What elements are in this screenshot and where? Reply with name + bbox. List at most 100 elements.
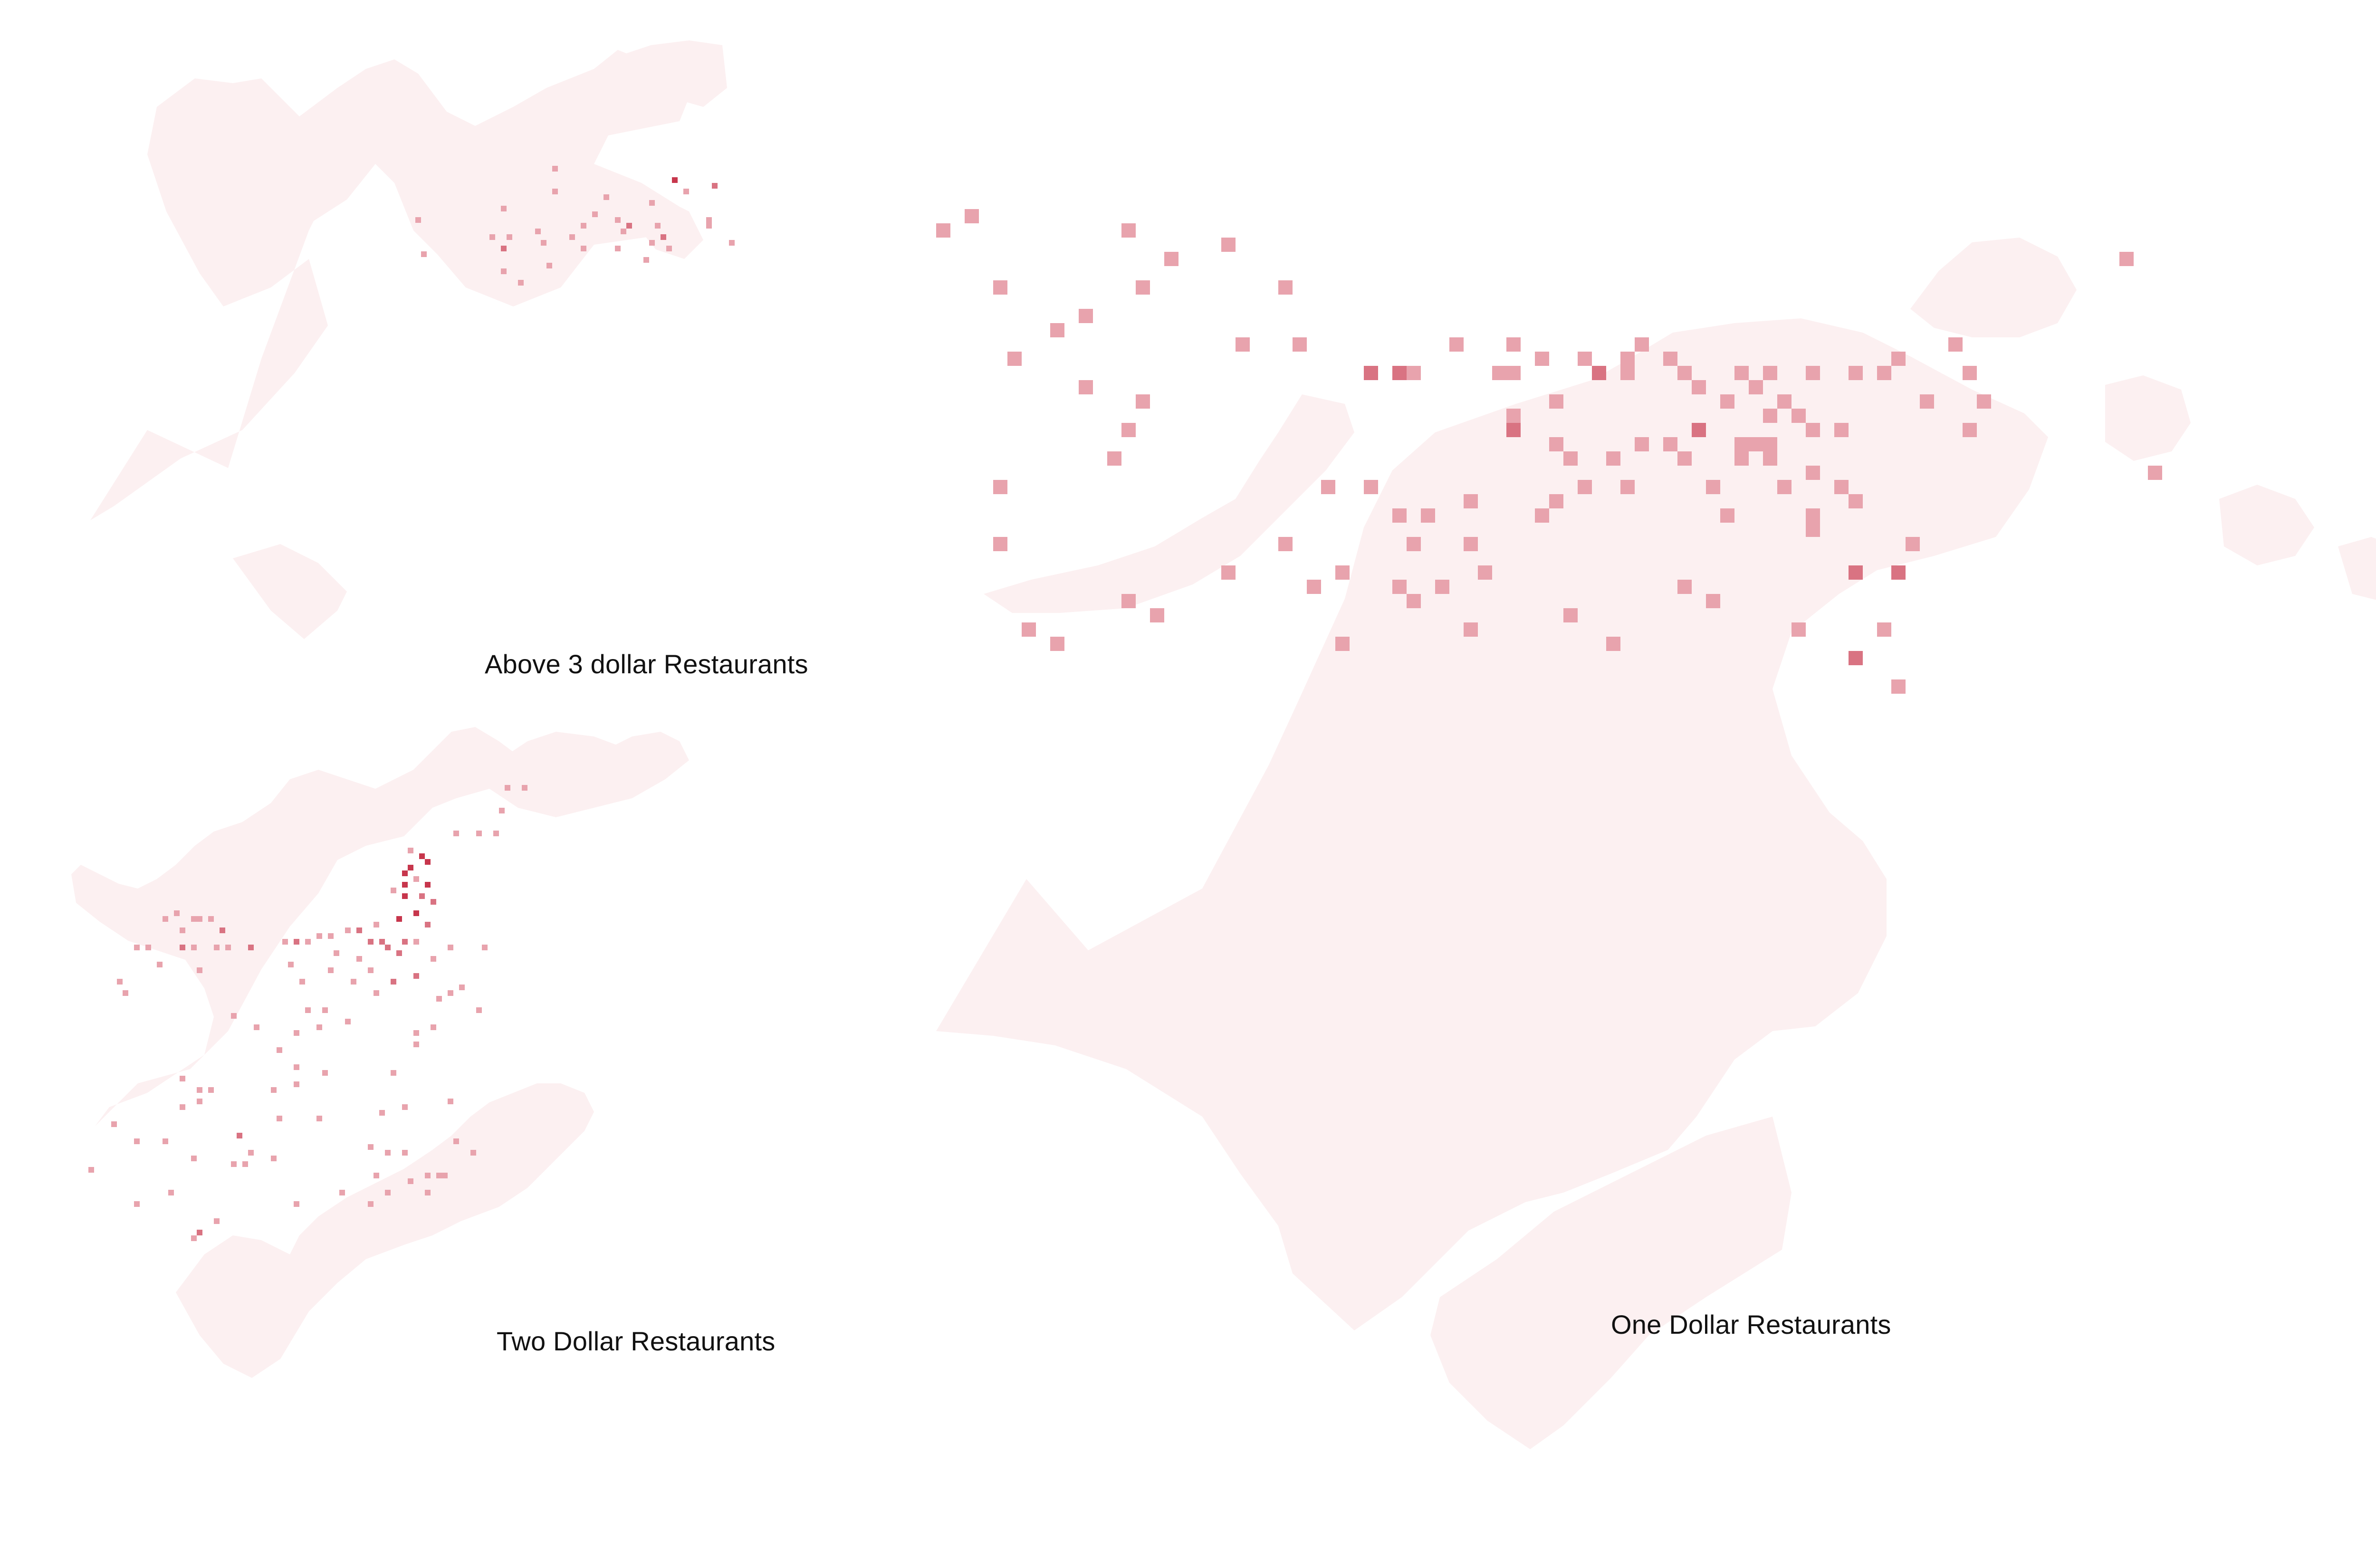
density-cell: [305, 939, 311, 945]
density-cell: [649, 240, 655, 246]
density-cell: [134, 945, 140, 950]
density-cell: [379, 1110, 385, 1116]
density-cell: [535, 229, 541, 234]
density-cell: [174, 910, 180, 916]
density-cell: [334, 950, 339, 956]
density-cell: [1221, 238, 1236, 252]
density-cell: [419, 893, 425, 899]
density-cell: [453, 1138, 459, 1144]
density-cell: [1121, 223, 1136, 238]
density-cell: [1749, 437, 1763, 451]
density-cell: [507, 234, 512, 240]
density-cell: [374, 990, 379, 996]
density-cell: [134, 1201, 140, 1207]
density-cell: [1806, 466, 1820, 480]
density-cell: [1549, 394, 1563, 409]
density-cell: [1663, 437, 1677, 451]
density-cell: [374, 922, 379, 927]
density-cell: [134, 1138, 140, 1144]
density-cell: [1563, 608, 1578, 622]
density-cell: [615, 246, 621, 251]
density-cell: [1221, 565, 1236, 580]
density-cell: [501, 206, 507, 211]
density-cell: [615, 217, 621, 223]
density-cell: [413, 876, 419, 882]
density-cell: [541, 240, 546, 246]
map-one-dollar-svg: [936, 209, 2376, 1449]
density-cell: [271, 1087, 277, 1093]
density-cell: [1977, 394, 1991, 409]
density-cell: [706, 223, 712, 229]
density-cell: [505, 785, 510, 791]
density-cell: [1834, 423, 1849, 437]
density-cell: [402, 939, 408, 945]
density-cell: [1278, 537, 1293, 551]
density-cell: [1806, 366, 1820, 380]
density-cell: [191, 916, 197, 922]
density-cell: [661, 234, 666, 240]
density-cell: [220, 927, 225, 933]
density-cell: [2148, 466, 2162, 480]
density-cell: [282, 939, 288, 945]
density-cell: [431, 899, 436, 905]
density-cell: [1307, 580, 1321, 594]
density-cell: [277, 1116, 282, 1121]
density-cell: [655, 223, 661, 229]
density-cell: [1749, 380, 1763, 394]
density-cell: [1293, 337, 1307, 352]
density-cell: [1677, 580, 1692, 594]
density-cell: [1763, 451, 1777, 466]
density-cell: [242, 1161, 248, 1167]
density-cell: [1706, 594, 1720, 608]
density-cell: [322, 1070, 328, 1076]
density-cell: [180, 1076, 185, 1081]
density-cell: [214, 945, 220, 950]
density-cell: [413, 910, 419, 916]
density-cell: [271, 1156, 277, 1161]
density-cell: [288, 962, 294, 967]
density-cell: [163, 1138, 168, 1144]
density-cell: [569, 234, 575, 240]
density-cell: [1692, 423, 1706, 437]
density-cell: [1677, 366, 1692, 380]
density-cell: [649, 200, 655, 206]
density-cell: [1549, 494, 1563, 508]
density-cell: [191, 945, 197, 950]
density-cell: [604, 194, 609, 200]
density-cell: [1578, 480, 1592, 494]
density-cell: [419, 853, 425, 859]
density-cell: [476, 1007, 482, 1013]
density-cell: [316, 1024, 322, 1030]
density-cell: [1891, 352, 1906, 366]
land-two: [71, 727, 689, 1378]
density-cell: [501, 268, 507, 274]
density-cell: [197, 1099, 202, 1104]
density-cell: [197, 1230, 202, 1235]
density-cell: [965, 209, 979, 223]
density-cell: [237, 1133, 242, 1138]
density-cell: [294, 1201, 299, 1207]
density-cell: [294, 939, 299, 945]
density-cell: [413, 939, 419, 945]
density-cell: [248, 945, 254, 950]
map-title-two-dollar: Two Dollar Restaurants: [497, 1326, 776, 1356]
density-cell: [453, 831, 459, 836]
density-cell: [1948, 337, 1963, 352]
density-cell: [501, 246, 507, 251]
density-cell: [1563, 451, 1578, 466]
density-cell: [1806, 523, 1820, 537]
density-cell: [368, 939, 374, 945]
density-cell: [1906, 537, 1920, 551]
density-cell: [621, 229, 626, 234]
density-cell: [489, 234, 495, 240]
density-cell: [231, 1013, 237, 1019]
density-cell: [546, 263, 552, 268]
density-cell: [413, 1042, 419, 1047]
density-cell: [1364, 480, 1378, 494]
land-one: [936, 238, 2376, 1449]
density-cell: [1849, 494, 1863, 508]
density-cell: [1763, 437, 1777, 451]
density-cell: [294, 1064, 299, 1070]
density-cell: [248, 1150, 254, 1156]
density-cell: [396, 916, 402, 922]
